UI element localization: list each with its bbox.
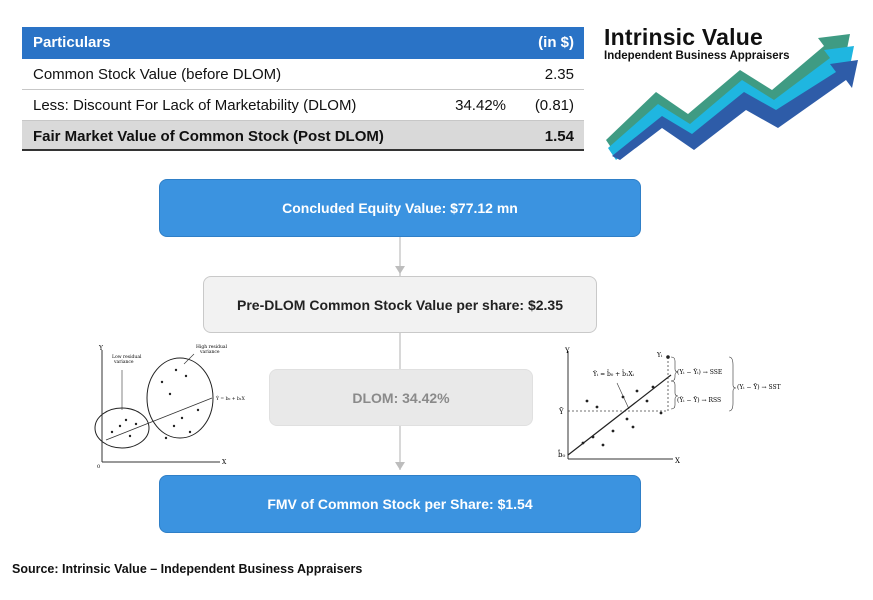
low-variance-label-2: variance (113, 359, 134, 365)
logo-arrow-icon (606, 34, 858, 160)
valuation-table: Particulars (in $) Common Stock Value (b… (22, 27, 584, 151)
concluded-equity-box: Concluded Equity Value: $77.12 mn (159, 179, 641, 237)
row-label: Less: Discount For Lack of Marketability… (33, 97, 357, 114)
left-origin-label: 0 (97, 464, 100, 470)
table-header: Particulars (in $) (22, 27, 584, 59)
company-logo: Intrinsic Value Independent Business App… (600, 22, 862, 160)
sst-label: (Yᵢ − Ȳ) → SST (737, 384, 781, 391)
left-equation: Ŷ = b₀ + b₁X (215, 395, 246, 402)
regression-variance-plot: Y X Ȳ b̂₀ Yᵢ Ŷᵢ = b̂₀ + b̂₁Xᵢ (Yᵢ − Ŷᵢ) … (553, 343, 813, 468)
source-note: Source: Intrinsic Value – Independent Bu… (12, 562, 363, 576)
pre-dlom-box: Pre-DLOM Common Stock Value per share: $… (203, 276, 597, 333)
right-intercept-label: b̂₀ (558, 448, 566, 459)
sse-label: (Yᵢ − Ŷᵢ) → SSE (677, 369, 722, 376)
high-variance-label-2: variance (199, 349, 220, 355)
header-particulars: Particulars (33, 34, 111, 51)
header-unit: (in $) (538, 34, 574, 51)
dlom-box: DLOM: 34.42% (269, 369, 533, 426)
left-x-label: X (222, 459, 227, 466)
row-label: Common Stock Value (before DLOM) (33, 66, 282, 83)
total-value: 1.54 (544, 128, 574, 145)
logo-subtitle: Independent Business Appraisers (604, 50, 790, 62)
logo-title: Intrinsic Value (604, 24, 763, 50)
low-high-variance-plot: Y X 0 Low residual variance High residua… (90, 340, 265, 470)
fmv-box: FMV of Common Stock per Share: $1.54 (159, 475, 641, 533)
table-total-row: Fair Market Value of Common Stock (Post … (22, 121, 584, 151)
low-variance-label-1: Low residual (112, 354, 142, 360)
right-ybar-label: Ȳ (558, 407, 564, 416)
left-y-label: Y (98, 345, 104, 352)
row-percent: 34.42% (455, 97, 506, 114)
table-row: Common Stock Value (before DLOM) 2.35 (22, 59, 584, 90)
right-y-label: Y (564, 347, 570, 355)
rss-label: (Ŷᵢ − Ȳ) → RSS (677, 397, 721, 404)
table-row: Less: Discount For Lack of Marketability… (22, 90, 584, 121)
row-value: 2.35 (544, 66, 574, 83)
right-yi-label: Yᵢ (656, 352, 663, 359)
right-x-label: X (675, 457, 680, 465)
row-value: (0.81) (534, 97, 574, 114)
total-label: Fair Market Value of Common Stock (Post … (33, 128, 384, 145)
high-variance-label-1: High residual (196, 344, 228, 350)
right-equation: Ŷᵢ = b̂₀ + b̂₁Xᵢ (592, 371, 635, 378)
